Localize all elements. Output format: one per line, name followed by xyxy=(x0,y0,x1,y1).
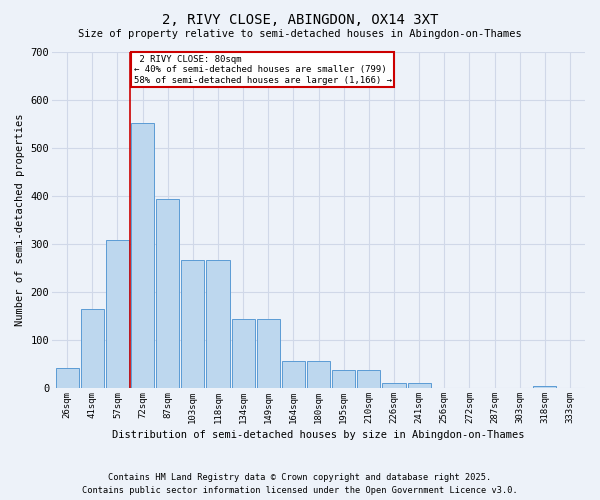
Y-axis label: Number of semi-detached properties: Number of semi-detached properties xyxy=(15,114,25,326)
X-axis label: Distribution of semi-detached houses by size in Abingdon-on-Thames: Distribution of semi-detached houses by … xyxy=(112,430,525,440)
Bar xyxy=(106,240,129,388)
Bar xyxy=(131,122,154,388)
Bar xyxy=(407,383,431,388)
Text: 2, RIVY CLOSE, ABINGDON, OX14 3XT: 2, RIVY CLOSE, ABINGDON, OX14 3XT xyxy=(162,12,438,26)
Bar xyxy=(357,370,380,388)
Text: Size of property relative to semi-detached houses in Abingdon-on-Thames: Size of property relative to semi-detach… xyxy=(78,29,522,39)
Bar xyxy=(56,368,79,388)
Text: Contains public sector information licensed under the Open Government Licence v3: Contains public sector information licen… xyxy=(82,486,518,495)
Text: Contains HM Land Registry data © Crown copyright and database right 2025.: Contains HM Land Registry data © Crown c… xyxy=(109,472,491,482)
Bar xyxy=(81,308,104,388)
Bar xyxy=(382,383,406,388)
Bar xyxy=(332,370,355,388)
Bar xyxy=(156,199,179,388)
Bar xyxy=(181,260,205,388)
Text: 2 RIVY CLOSE: 80sqm
← 40% of semi-detached houses are smaller (799)
58% of semi-: 2 RIVY CLOSE: 80sqm ← 40% of semi-detach… xyxy=(134,55,392,84)
Bar xyxy=(307,360,330,388)
Bar xyxy=(257,320,280,388)
Bar xyxy=(282,360,305,388)
Bar xyxy=(206,260,230,388)
Bar xyxy=(232,320,254,388)
Bar xyxy=(533,386,556,388)
